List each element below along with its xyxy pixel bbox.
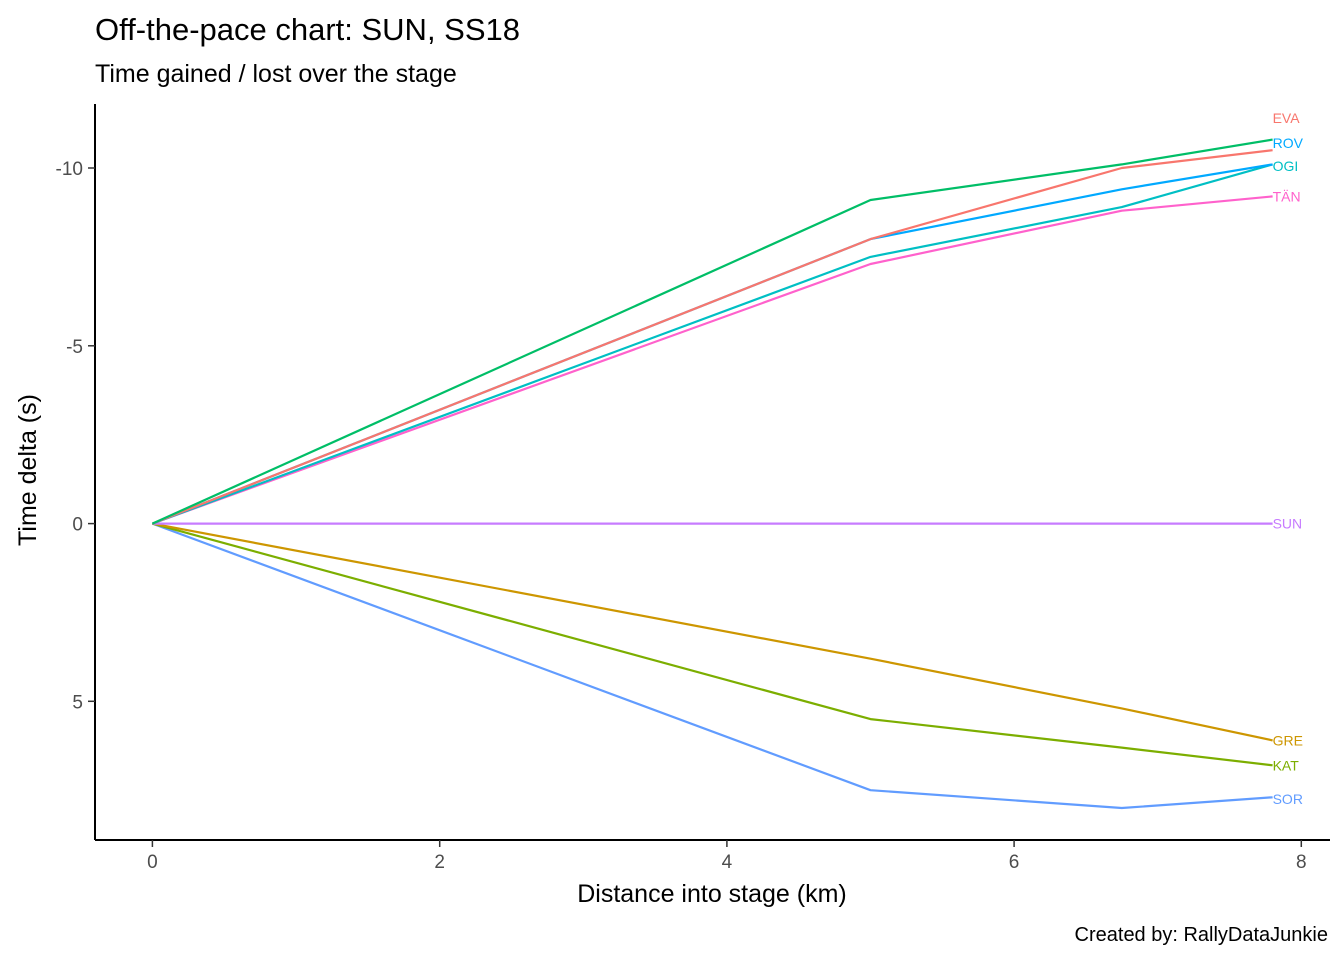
chart-title: Off-the-pace chart: SUN, SS18 xyxy=(95,12,520,47)
x-tick-label: 4 xyxy=(722,852,733,873)
y-tick-label: 0 xyxy=(72,515,83,536)
series-line-tän xyxy=(152,163,1273,525)
series-line-gre xyxy=(152,522,1273,742)
end-label-eva: EVA xyxy=(1273,110,1301,126)
series-line-unlabeled-4 xyxy=(152,195,1273,525)
chart-subtitle: Time gained / lost over the stage xyxy=(95,60,457,88)
y-axis-ticks: -10 -5 0 5 xyxy=(56,159,95,713)
end-label-ogi: OGI xyxy=(1273,158,1299,174)
x-tick-label: 2 xyxy=(434,852,445,873)
end-label-sun: SUN xyxy=(1273,516,1303,532)
end-label-sor: SOR xyxy=(1273,791,1303,807)
end-label-kat: KAT xyxy=(1273,757,1300,773)
end-label-gre: GRE xyxy=(1273,732,1303,748)
y-axis-title: Time delta (s) xyxy=(14,394,42,546)
x-tick-label: 0 xyxy=(147,852,158,873)
series-line-kat xyxy=(152,522,1273,767)
end-label-tän: TÄN xyxy=(1273,188,1301,204)
y-tick-label: -5 xyxy=(66,337,83,358)
series-line-rov xyxy=(151,163,1273,525)
x-axis-title: Distance into stage (km) xyxy=(577,880,847,908)
plot-lines xyxy=(151,138,1273,810)
y-tick-label: -10 xyxy=(56,159,83,180)
x-tick-label: 6 xyxy=(1009,852,1020,873)
x-axis-ticks: 0 2 4 6 8 xyxy=(147,840,1307,873)
x-tick-label: 8 xyxy=(1296,852,1307,873)
y-tick-label: 5 xyxy=(72,692,83,713)
series-line-eva xyxy=(151,149,1273,525)
chart-caption: Created by: RallyDataJunkie xyxy=(1075,924,1328,946)
series-line-sor xyxy=(152,522,1273,810)
end-label-rov: ROV xyxy=(1273,135,1304,151)
series-line-ogi xyxy=(151,138,1273,525)
series-end-labels: EVA ROV OGI TÄN SUN GRE KAT SOR xyxy=(1273,110,1304,807)
